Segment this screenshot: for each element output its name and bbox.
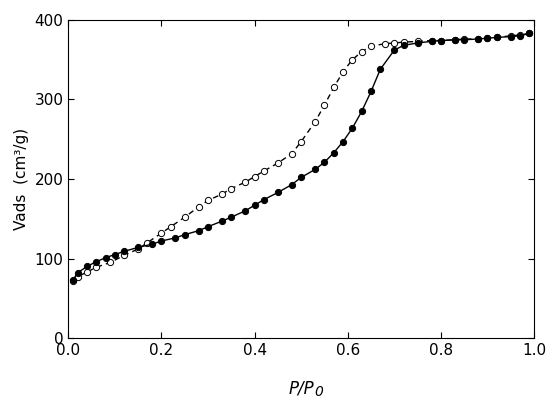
Text: P/P: P/P — [288, 380, 314, 397]
Y-axis label: Vads  (cm³/g): Vads (cm³/g) — [14, 128, 29, 230]
Text: 0: 0 — [314, 385, 323, 399]
